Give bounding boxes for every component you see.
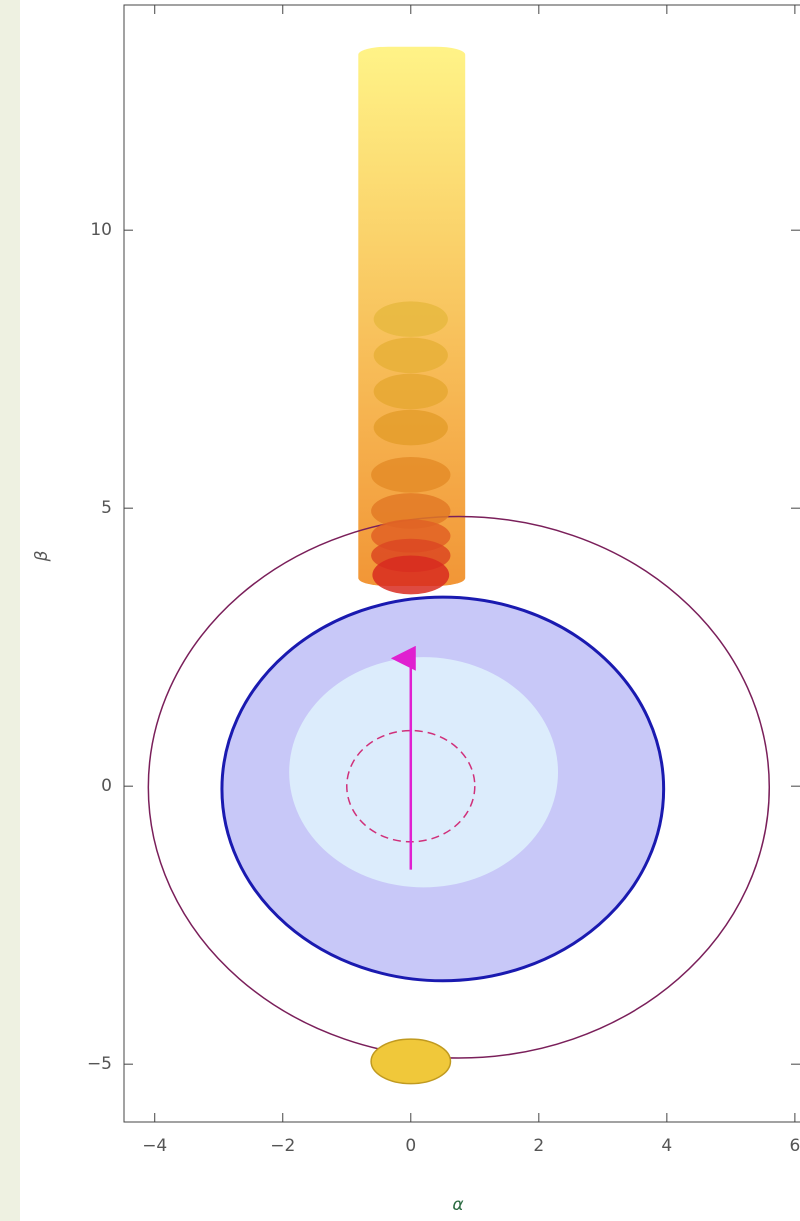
chart: α β −4 −2 0 2 4 6 −5 0 5 10: [0, 0, 800, 1221]
ellipse: [371, 457, 450, 493]
ellipse: [371, 1039, 450, 1083]
ellipse: [372, 555, 449, 594]
x-tick-label: 4: [661, 1136, 672, 1156]
y-tick-label: 10: [90, 220, 112, 240]
x-axis-label: α: [452, 1195, 463, 1215]
ellipse: [374, 374, 448, 410]
ellipse: [374, 410, 448, 446]
page: α β −4−20246−50510 (() => { const data =…: [0, 0, 800, 1221]
y-tick-label: −5: [87, 1054, 112, 1074]
x-tick-label: 6: [789, 1136, 800, 1156]
ellipse: [374, 301, 448, 337]
y-tick-label: 5: [101, 498, 112, 518]
x-tick-label: 2: [533, 1136, 544, 1156]
ellipse: [289, 657, 558, 887]
ellipse: [374, 337, 448, 373]
x-tick-label: −2: [270, 1136, 295, 1156]
x-tick-label: 0: [405, 1136, 416, 1156]
y-tick-label: 0: [101, 776, 112, 796]
x-tick-label: −4: [142, 1136, 167, 1156]
y-axis-label: β: [32, 550, 52, 562]
